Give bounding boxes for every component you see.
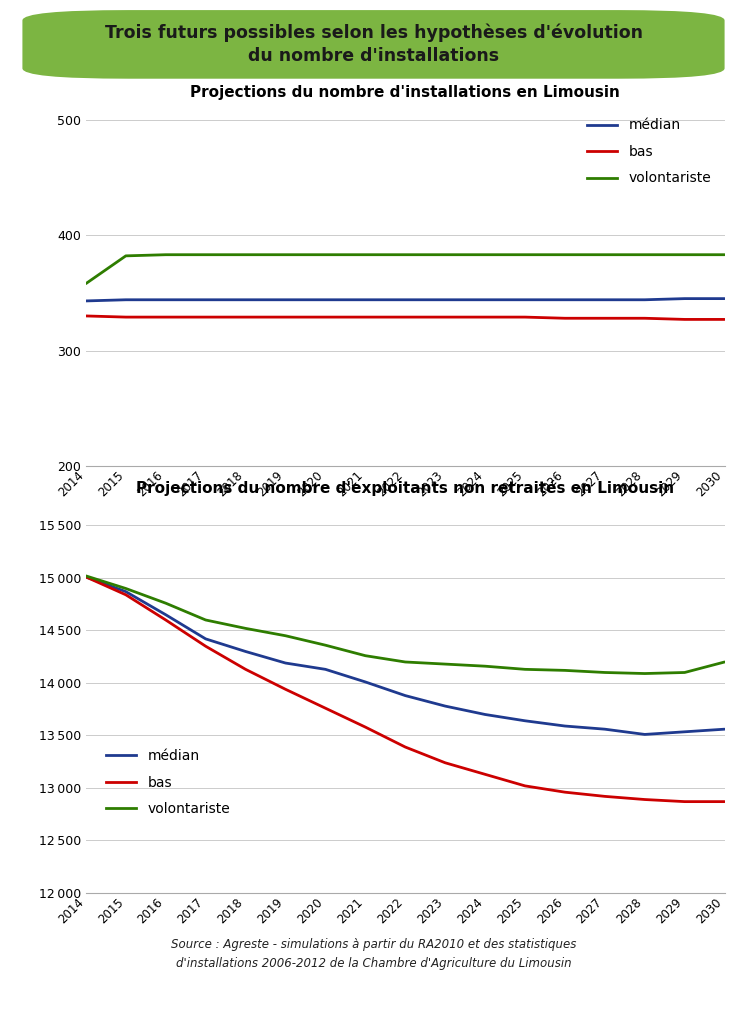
Text: Source : Agreste - simulations à partir du RA2010 et des statistiques
d'installa: Source : Agreste - simulations à partir … [171, 937, 576, 970]
Text: Trois futurs possibles selon les hypothèses d'évolution
du nombre d'installation: Trois futurs possibles selon les hypothè… [105, 23, 642, 66]
FancyBboxPatch shape [22, 10, 725, 79]
Title: Projections du nombre d'installations en Limousin: Projections du nombre d'installations en… [190, 85, 620, 100]
Legend: médian, bas, volontariste: médian, bas, volontariste [587, 118, 711, 186]
Legend: médian, bas, volontariste: médian, bas, volontariste [105, 749, 230, 816]
Title: Projections du nombre d'exploitants non retraités en Limousin: Projections du nombre d'exploitants non … [136, 480, 675, 496]
